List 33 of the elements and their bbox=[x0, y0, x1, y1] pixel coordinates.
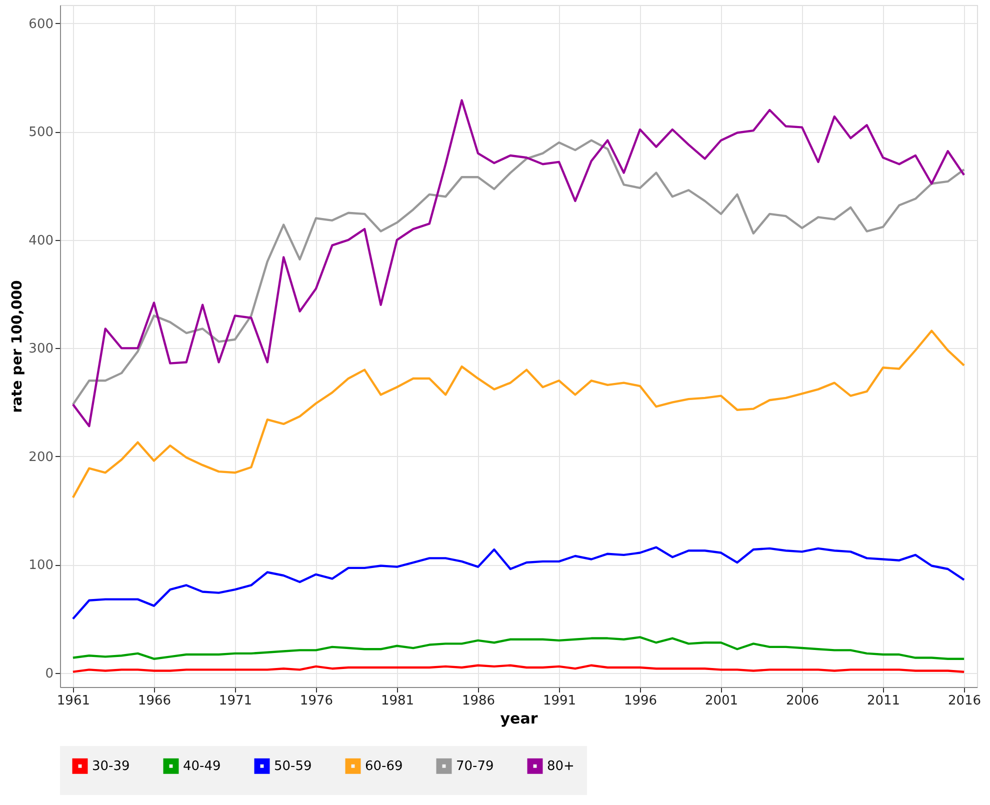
y-axis-title: rate per 100,000 bbox=[10, 280, 26, 413]
y-tick-label: 500 bbox=[28, 125, 54, 140]
legend-label: 50-59 bbox=[274, 759, 312, 774]
legend-label: 40-49 bbox=[183, 759, 221, 774]
line-series bbox=[72, 636, 966, 660]
x-tick-label: 2001 bbox=[704, 694, 738, 708]
x-axis-title: year bbox=[500, 710, 538, 728]
legend-label: 80+ bbox=[547, 759, 574, 774]
line-series bbox=[72, 99, 966, 428]
line-series bbox=[72, 139, 966, 406]
y-tick-label: 400 bbox=[28, 233, 54, 248]
y-tick-label: 200 bbox=[28, 450, 54, 465]
x-tick-label: 2006 bbox=[786, 694, 820, 708]
x-tick-label: 1996 bbox=[624, 694, 658, 708]
legend-label: 70-79 bbox=[456, 759, 494, 774]
y-tick-label: 100 bbox=[28, 558, 54, 574]
legend-label: 60-69 bbox=[365, 759, 403, 774]
line-series bbox=[72, 546, 966, 620]
x-tick-label: 1981 bbox=[380, 694, 414, 708]
x-tick-label: 1991 bbox=[542, 694, 576, 708]
x-tick-label: 1966 bbox=[138, 694, 172, 708]
y-tick-label: 0 bbox=[45, 666, 54, 682]
legend-label: 30-39 bbox=[92, 759, 130, 774]
line-series bbox=[72, 664, 966, 673]
x-tick-label: 2011 bbox=[866, 694, 900, 708]
x-tick-label: 1986 bbox=[462, 694, 496, 708]
line-series bbox=[72, 330, 966, 499]
x-tick-label: 1971 bbox=[218, 694, 252, 708]
x-tick-label: 1961 bbox=[56, 694, 90, 708]
y-tick-label: 300 bbox=[28, 342, 54, 357]
x-tick-label: 1976 bbox=[300, 694, 334, 708]
y-tick-label: 600 bbox=[28, 16, 54, 32]
x-tick-label: 2016 bbox=[948, 694, 982, 708]
